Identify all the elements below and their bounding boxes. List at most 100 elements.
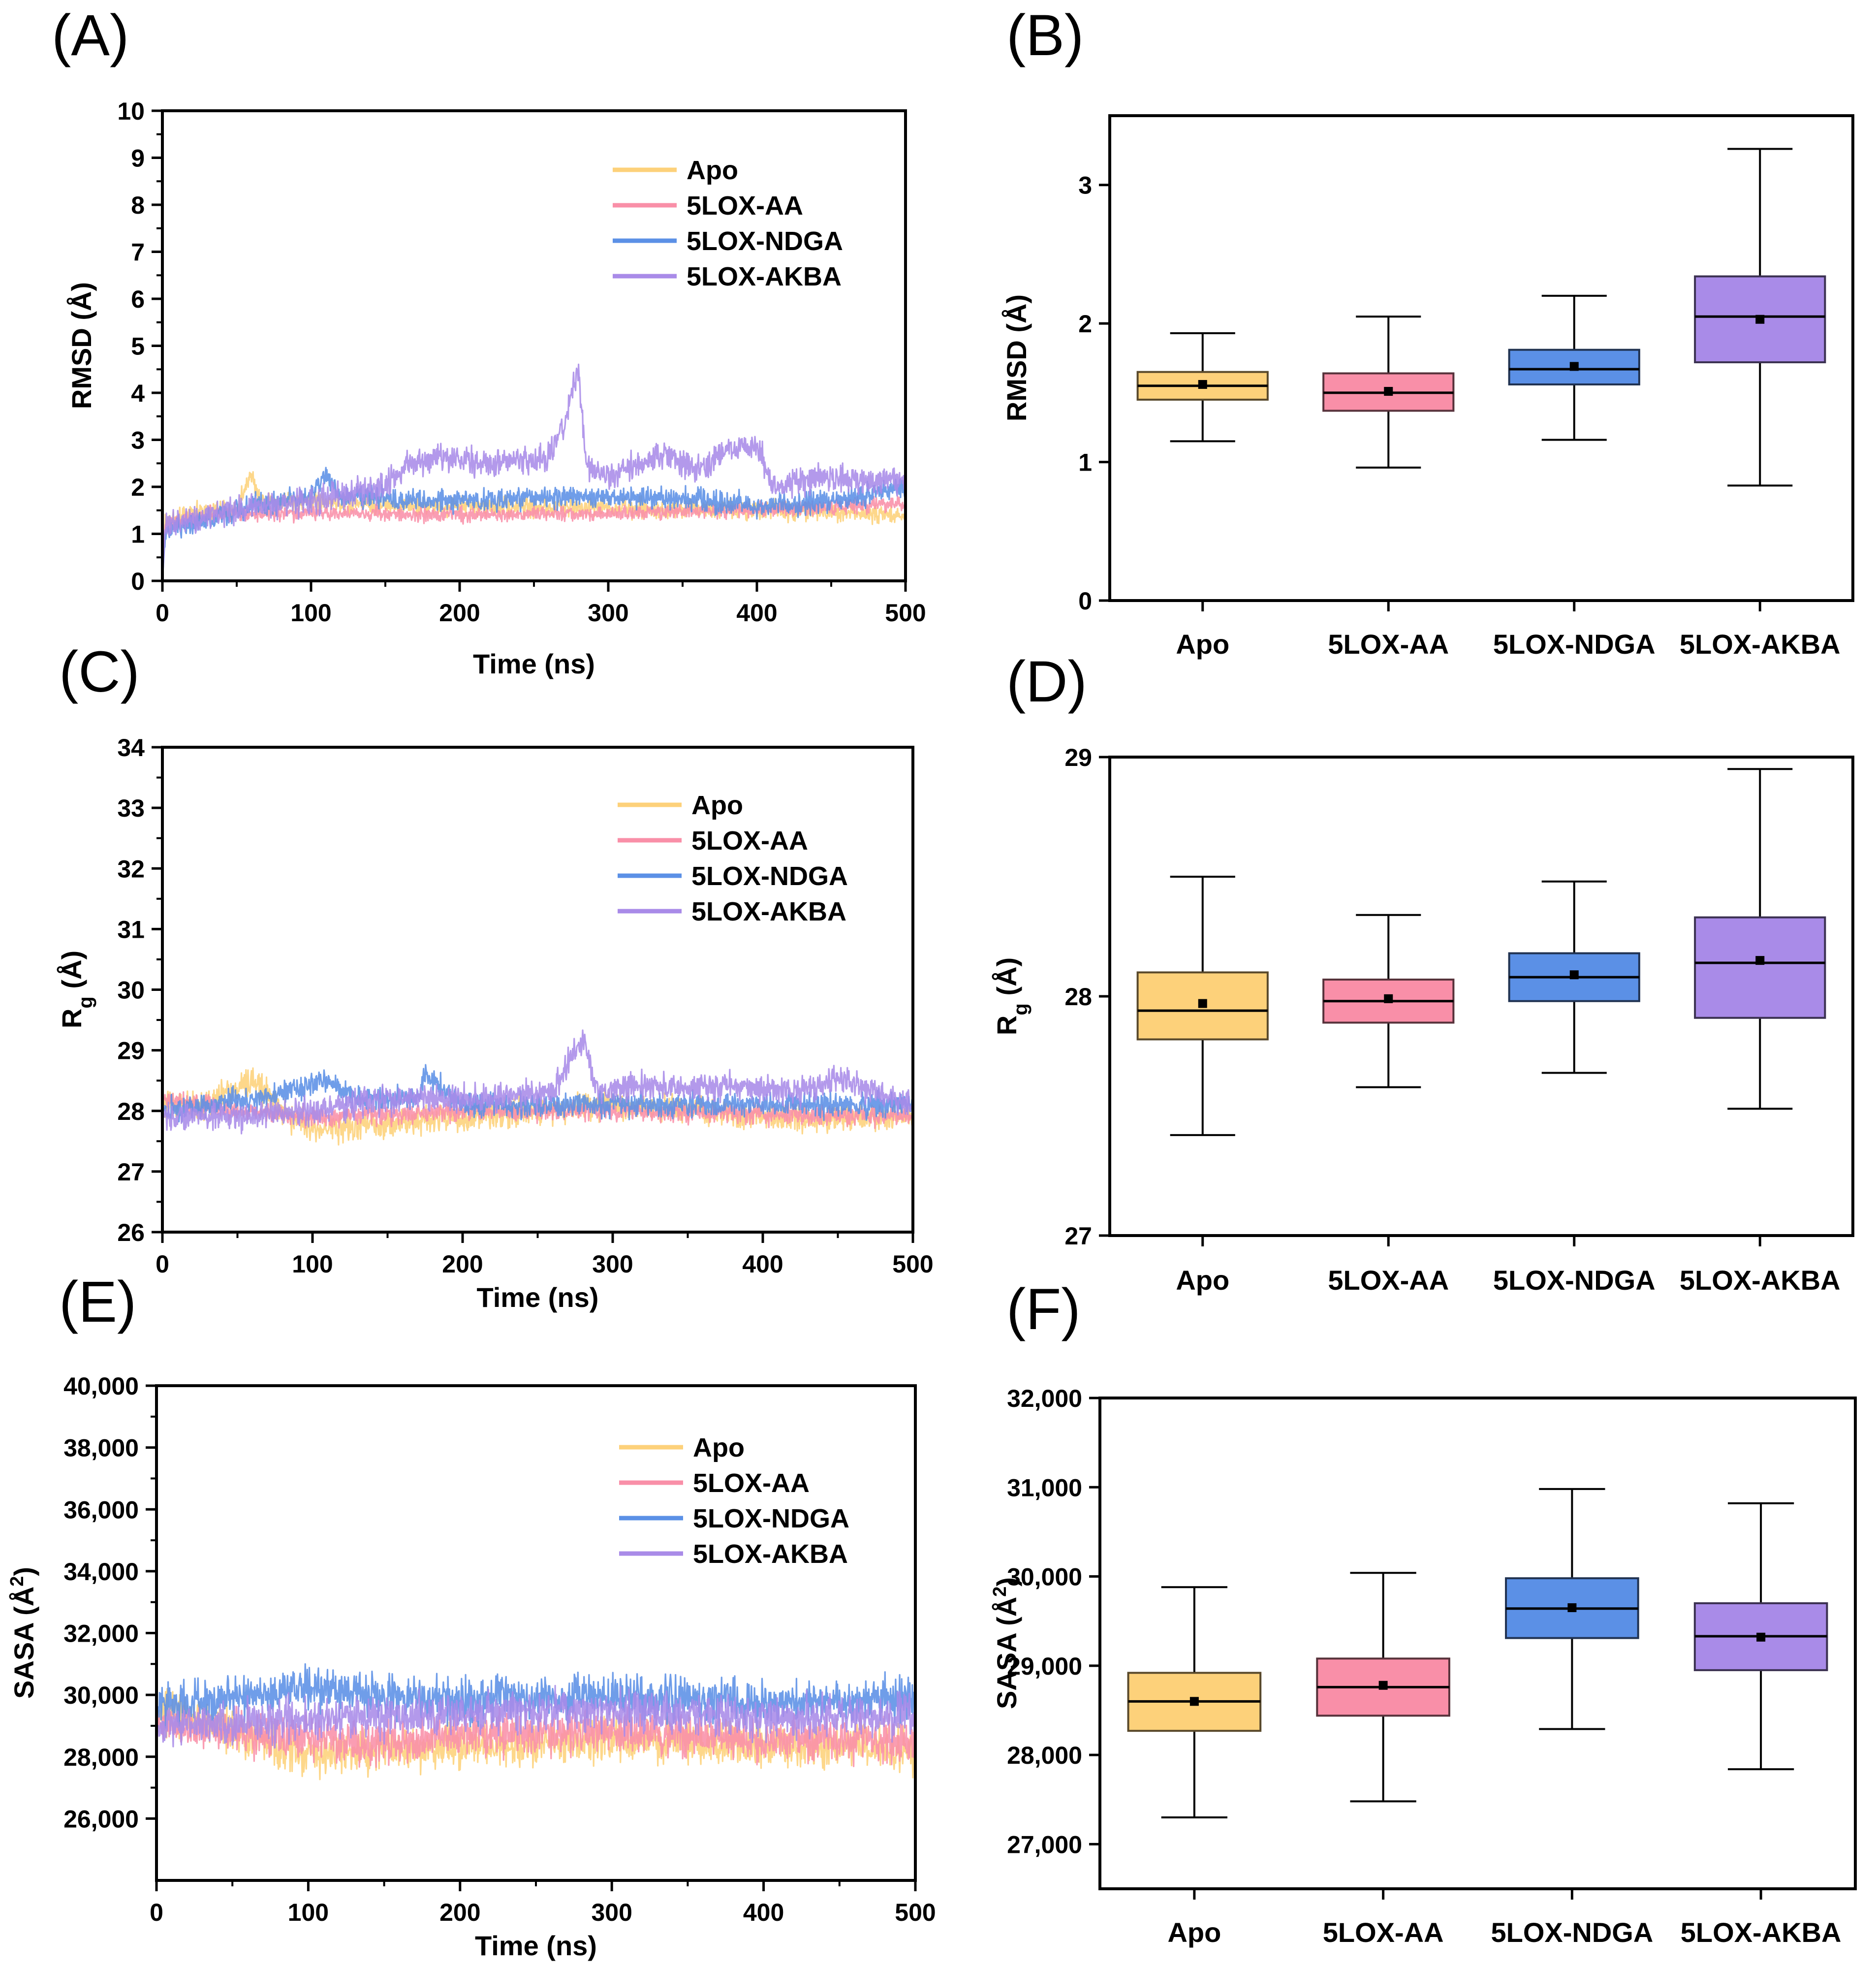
category-label-b-apo: Apo	[1176, 629, 1229, 660]
mean-marker-b-5lox-aa	[1384, 387, 1393, 396]
x-tick-label-e-1: 100	[288, 1899, 329, 1926]
y-tick-label-d-1: 28	[1064, 983, 1092, 1011]
y-tick-label-e-1: 28,000	[63, 1744, 139, 1771]
chart-d-rg-boxplot: Apo 5LOX-AA 5LOX-NDGA 5LOX-AKBA 27 28 29 Rg (Å)	[991, 744, 1854, 1296]
mean-marker-b-apo	[1198, 380, 1207, 389]
y-tick-label-f-1: 28,000	[1007, 1742, 1082, 1769]
plot-frame-e	[155, 1384, 917, 1882]
series-line-e-5lox-akba	[156, 1684, 916, 1749]
y-tick-label-a-8: 8	[131, 191, 145, 219]
x-tick-label-e-0: 0	[150, 1899, 163, 1926]
y-tick-label-e-0: 26,000	[63, 1805, 139, 1833]
x-tick-label-c-1: 100	[292, 1250, 333, 1278]
y-tick-label-a-4: 4	[131, 380, 145, 407]
y-tick-label-e-4: 34,000	[63, 1558, 139, 1586]
legend-label-a-5lox-aa: 5LOX-AA	[687, 191, 803, 221]
x-tick-label-a-3: 300	[588, 599, 628, 627]
y-tick-label-f-2: 29,000	[1007, 1652, 1082, 1680]
mean-marker-d-5lox-akba	[1755, 956, 1765, 965]
x-tick-label-c-5: 500	[892, 1250, 933, 1278]
category-label-b-5lox-ndga: 5LOX-NDGA	[1493, 629, 1656, 660]
legend-label-c-5lox-akba: 5LOX-AKBA	[691, 897, 846, 926]
category-label-b-5lox-akba: 5LOX-AKBA	[1680, 629, 1841, 660]
y-tick-label-a-2: 2	[131, 474, 145, 501]
mean-marker-d-5lox-aa	[1384, 994, 1393, 1003]
y-tick-label-b-3: 3	[1078, 172, 1092, 199]
mean-marker-d-5lox-ndga	[1569, 970, 1579, 980]
y-tick-label-c-1: 27	[117, 1158, 145, 1186]
y-tick-label-a-0: 0	[131, 568, 145, 595]
legend-label-a-apo: Apo	[687, 156, 738, 185]
panel-label-e: (E)	[59, 1270, 136, 1335]
y-tick-label-c-5: 31	[117, 916, 145, 943]
x-tick-label-e-5: 500	[895, 1899, 936, 1926]
y-tick-label-b-0: 0	[1078, 587, 1092, 615]
y-axis-title-d: Rg (Å)	[991, 957, 1032, 1035]
x-tick-label-c-2: 200	[442, 1250, 483, 1278]
mean-marker-d-apo	[1198, 999, 1207, 1008]
panel-label-a: (A)	[52, 3, 129, 68]
chart-c-rg-timeseries: 0 100 200 300 400 500 26 27 28 29 30 31 32 33 34 Time (…	[56, 734, 934, 1313]
y-tick-label-c-4: 30	[117, 977, 145, 1004]
y-axis-title-b: RMSD (Å)	[1001, 294, 1032, 421]
y-tick-label-c-8: 34	[117, 734, 145, 762]
y-tick-label-d-0: 27	[1064, 1222, 1092, 1250]
series-line-a-5lox-akba	[161, 363, 907, 581]
y-tick-label-a-3: 3	[131, 427, 145, 454]
x-tick-label-c-4: 400	[742, 1250, 783, 1278]
y-tick-label-a-10: 10	[117, 97, 145, 125]
x-tick-label-a-4: 400	[736, 599, 777, 627]
category-label-f-5lox-ndga: 5LOX-NDGA	[1491, 1917, 1653, 1948]
plot-frame-c	[161, 746, 914, 1234]
series-line-c-5lox-aa	[162, 1091, 914, 1129]
category-label-d-apo: Apo	[1176, 1265, 1229, 1296]
chart-e-sasa-timeseries: 0 100 200 300 400 500 26,000 28,000 30,000 32,000…	[7, 1372, 936, 1961]
y-tick-label-c-6: 32	[117, 855, 145, 883]
panel-label-c: (C)	[59, 639, 140, 704]
y-tick-label-f-5: 32,000	[1007, 1385, 1082, 1412]
category-label-f-apo: Apo	[1167, 1917, 1221, 1948]
chart-f-sasa-boxplot: Apo 5LOX-AA 5LOX-NDGA 5LOX-AKBA 27,000 28,000…	[990, 1385, 1857, 1948]
y-tick-label-a-7: 7	[131, 239, 145, 266]
mean-marker-f-5lox-aa	[1378, 1681, 1388, 1690]
x-axis-title-c: Time (ns)	[477, 1282, 599, 1313]
y-tick-label-a-5: 5	[131, 333, 145, 360]
chart-b-rmsd-boxplot: Apo 5LOX-AA 5LOX-NDGA 5LOX-AKBA 0 1 2 3 RMSD (Å)	[1001, 114, 1854, 660]
y-tick-label-c-3: 29	[117, 1037, 145, 1065]
y-tick-label-e-5: 36,000	[63, 1496, 139, 1524]
box-d-5lox-akba	[1694, 916, 1826, 1019]
x-axis-title-e: Time (ns)	[475, 1930, 597, 1961]
legend-label-e-5lox-akba: 5LOX-AKBA	[693, 1539, 848, 1569]
panel-label-d: (D)	[1006, 649, 1087, 714]
series-line-e-5lox-ndga	[156, 1663, 916, 1729]
y-tick-label-d-2: 29	[1064, 744, 1092, 771]
y-tick-label-b-1: 1	[1078, 449, 1092, 477]
x-tick-label-a-2: 200	[439, 599, 480, 627]
x-tick-label-c-3: 300	[592, 1250, 633, 1278]
chart-a-rmsd-timeseries: 0 100 200 300 400 500 0 1 2 3 4 5 6 7 8 9 10 Time (ns) RMS…	[66, 97, 926, 679]
y-tick-label-b-2: 2	[1078, 310, 1092, 338]
mean-marker-f-5lox-ndga	[1567, 1603, 1577, 1612]
y-tick-label-e-3: 32,000	[63, 1620, 139, 1648]
mean-marker-b-5lox-ndga	[1569, 362, 1579, 371]
y-tick-label-e-6: 38,000	[63, 1434, 139, 1462]
y-tick-label-c-0: 26	[117, 1219, 145, 1246]
y-tick-label-a-9: 9	[131, 145, 145, 172]
y-tick-label-f-3: 30,000	[1007, 1563, 1082, 1591]
panel-label-b: (B)	[1006, 3, 1084, 68]
y-axis-title-a: RMSD (Å)	[66, 282, 97, 409]
legend-label-c-5lox-ndga: 5LOX-NDGA	[691, 861, 848, 891]
mean-marker-f-apo	[1189, 1697, 1199, 1706]
legend-label-e-apo: Apo	[693, 1433, 745, 1462]
category-label-b-5lox-aa: 5LOX-AA	[1328, 629, 1449, 660]
mean-marker-f-5lox-akba	[1756, 1632, 1766, 1642]
mean-marker-b-5lox-akba	[1755, 315, 1765, 324]
x-tick-label-e-2: 200	[439, 1899, 480, 1926]
x-tick-label-a-0: 0	[156, 599, 169, 627]
legend-label-e-5lox-aa: 5LOX-AA	[693, 1468, 810, 1498]
x-tick-label-a-5: 500	[885, 599, 926, 627]
category-label-d-5lox-aa: 5LOX-AA	[1328, 1265, 1449, 1296]
y-tick-label-c-7: 33	[117, 794, 145, 822]
x-tick-label-e-4: 400	[743, 1899, 784, 1926]
